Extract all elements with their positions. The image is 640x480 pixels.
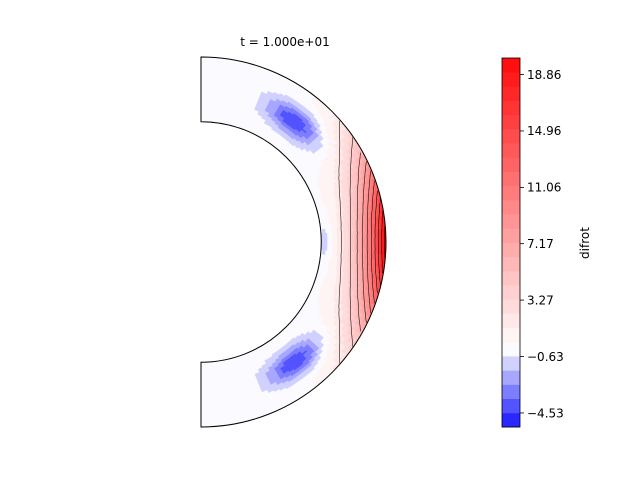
colorbar-tick-label: 18.86 (527, 68, 561, 82)
chart-title: t = 1.000e+01 (240, 35, 329, 49)
colorbar-band (502, 270, 520, 286)
colorbar-band (502, 128, 520, 144)
colorbar-tick-label: 11.06 (527, 181, 561, 195)
colorbar-band (502, 214, 520, 229)
colorbar-band (502, 398, 520, 414)
field-cell (201, 374, 207, 378)
colorbar: −4.53 −0.63 3.27 7.17 11.06 14.96 18.86 difrot (501, 57, 592, 428)
field-cell (201, 363, 206, 366)
colorbar-band (502, 72, 520, 87)
colorbar-band (502, 58, 520, 73)
colorbar-band (502, 370, 520, 385)
field-cell (201, 365, 206, 368)
colorbar-band (502, 256, 520, 272)
colorbar-band (502, 242, 520, 258)
colorbar-band (502, 185, 520, 201)
colorbar-band (502, 86, 520, 101)
field-cell (201, 378, 207, 381)
colorbar-label: difrot (578, 227, 592, 259)
colorbar-tick-label: −0.63 (527, 350, 564, 364)
colorbar-band (502, 327, 520, 343)
meridional-plot (200, 56, 387, 428)
colorbar-band (502, 412, 520, 428)
colorbar-band (502, 114, 520, 130)
colorbar-band (502, 313, 520, 329)
colorbar-band (502, 228, 520, 243)
colorbar-band (502, 356, 520, 371)
field-cell (201, 371, 206, 374)
colorbar-tick-label: −4.53 (527, 406, 564, 420)
colorbar-band (502, 285, 520, 300)
field-cell (201, 368, 206, 371)
colorbar-band (502, 384, 520, 400)
colorbar-band (502, 100, 520, 116)
colorbar-bands (502, 58, 520, 428)
field-cell (201, 381, 207, 384)
colorbar-band (502, 199, 520, 215)
colorbar-band (502, 299, 520, 314)
colorbar-tick-label: 7.17 (527, 237, 554, 251)
colorbar-ticks: −4.53 −0.63 3.27 7.17 11.06 14.96 18.86 (520, 68, 564, 420)
field-cell (201, 376, 207, 379)
field-cell (201, 373, 206, 376)
colorbar-tick-label: 3.27 (527, 293, 554, 307)
colorbar-tick-label: 14.96 (527, 124, 561, 138)
colorbar-band (502, 341, 520, 357)
colorbar-band (502, 171, 520, 187)
colorbar-band (502, 157, 520, 172)
colorbar-band (502, 143, 520, 158)
field-cell (201, 366, 206, 370)
field-cell (201, 379, 207, 382)
field-contours (201, 57, 386, 427)
field-cell (201, 369, 206, 373)
